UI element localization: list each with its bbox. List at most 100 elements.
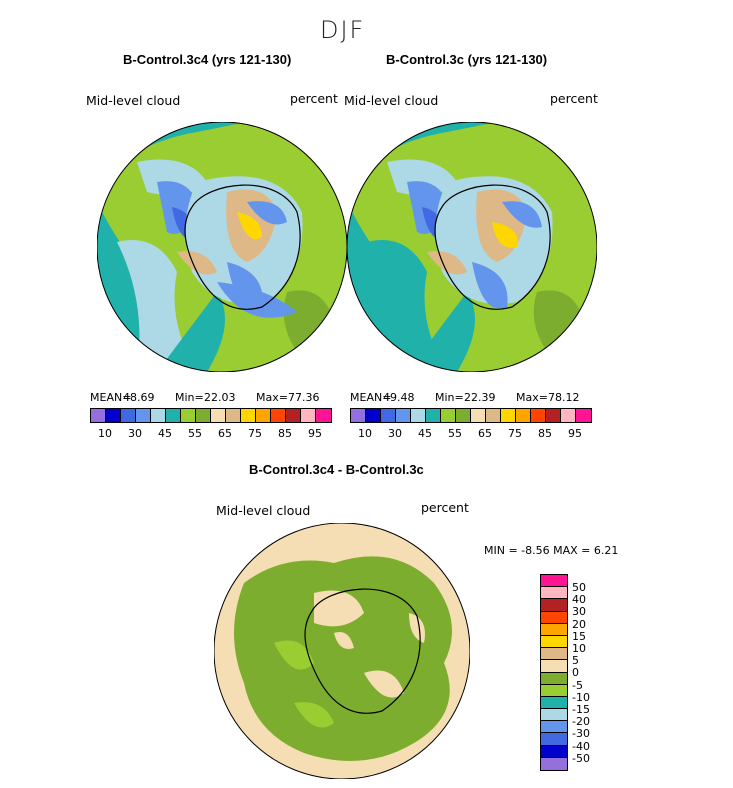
diff-colorbar-label: -15 bbox=[572, 703, 590, 716]
colorbar-swatch bbox=[301, 409, 316, 422]
panel1-max-value: 77.36 bbox=[288, 391, 320, 404]
colorbar-swatch bbox=[516, 409, 531, 422]
diff-colorbar-swatch bbox=[541, 587, 567, 600]
colorbar-swatch bbox=[286, 409, 301, 422]
diff-colorbar-label: 30 bbox=[572, 605, 586, 619]
colorbar-swatch bbox=[151, 409, 166, 422]
diff-colorbar-label: 0 bbox=[572, 666, 579, 680]
panel2-title: B-Control.3c (yrs 121-130) bbox=[386, 52, 548, 67]
colorbar-tick-label: 75 bbox=[508, 427, 522, 440]
colorbar-tick-label: 65 bbox=[478, 427, 492, 440]
diff-colorbar-label: -10 bbox=[572, 690, 590, 704]
diff-colorbar-swatch bbox=[541, 575, 567, 588]
diff-colorbar-swatch bbox=[541, 611, 567, 624]
panel2-units-label: percent bbox=[550, 91, 598, 106]
colorbar-swatch bbox=[396, 409, 411, 422]
colorbar-tick-label: 85 bbox=[538, 427, 552, 440]
colorbar-tick-label: 30 bbox=[128, 427, 142, 440]
colorbar-swatch bbox=[546, 409, 561, 422]
colorbar-tick-label: 10 bbox=[98, 427, 112, 440]
colorbar-tick-label: 75 bbox=[248, 427, 262, 440]
colorbar-swatch bbox=[211, 409, 226, 422]
diff-colorbar-swatch bbox=[541, 672, 567, 685]
diff-colorbar-label: 15 bbox=[572, 629, 586, 643]
colorbar-tick-label: 85 bbox=[278, 427, 292, 440]
panel1-max-label: Max= bbox=[256, 391, 288, 404]
diff-colorbar-label: 20 bbox=[572, 617, 586, 631]
colorbar-swatch bbox=[121, 409, 136, 422]
colorbar-swatch bbox=[226, 409, 241, 422]
colorbar-tick-label: 55 bbox=[448, 427, 462, 440]
diff-colorbar-label: 5 bbox=[572, 654, 579, 668]
colorbar-tick-label: 45 bbox=[418, 427, 432, 440]
colorbar-swatch bbox=[381, 409, 396, 422]
diff-colorbar-swatch bbox=[541, 660, 567, 673]
colorbar-tick-label: 10 bbox=[358, 427, 372, 440]
colorbar-swatch bbox=[241, 409, 256, 422]
colorbar-tick-label: 45 bbox=[158, 427, 172, 440]
diff-colorbar-label: 40 bbox=[572, 593, 586, 607]
diff-colorbar-swatch bbox=[541, 721, 567, 734]
panel2-max-value: 78.12 bbox=[548, 391, 580, 404]
diff-colorbar-label: -50 bbox=[572, 751, 590, 765]
panel3-minmax: MIN = -8.56 MAX = 6.21 bbox=[484, 544, 619, 557]
colorbar-swatch bbox=[531, 409, 546, 422]
colorbar-tick-label: 95 bbox=[308, 427, 322, 440]
panel3-units-label: percent bbox=[421, 500, 469, 515]
diff-colorbar-swatch bbox=[541, 623, 567, 636]
diff-colorbar-label: -20 bbox=[572, 715, 590, 729]
panel1-title: B-Control.3c4 (yrs 121-130) bbox=[123, 52, 292, 67]
diff-colorbar-swatch bbox=[541, 757, 567, 770]
diff-colorbar-label: -30 bbox=[572, 727, 590, 741]
colorbar-tick-label: 55 bbox=[188, 427, 202, 440]
colorbar-swatch bbox=[91, 409, 106, 422]
diff-colorbar-label: -5 bbox=[572, 678, 583, 692]
panel1-mean-label: MEAN= bbox=[90, 391, 132, 404]
diff-colorbar-swatch bbox=[541, 684, 567, 697]
panel2-min-value: 22.39 bbox=[464, 391, 496, 404]
panel2-max-label: Max= bbox=[516, 391, 548, 404]
panel1-units-label: percent bbox=[290, 91, 338, 106]
diff-colorbar-swatch bbox=[541, 733, 567, 746]
panel3-title: B-Control.3c4 - B-Control.3c bbox=[249, 462, 424, 477]
colorbar-swatch bbox=[441, 409, 456, 422]
colorbar-swatch bbox=[456, 409, 471, 422]
colorbar-swatch bbox=[366, 409, 381, 422]
panel1-variable-label: Mid-level cloud bbox=[86, 93, 181, 108]
colorbar-swatch bbox=[486, 409, 501, 422]
panel2-colorbar bbox=[350, 408, 592, 423]
diff-colorbar-swatch bbox=[541, 745, 567, 758]
colorbar-swatch bbox=[256, 409, 271, 422]
colorbar-swatch bbox=[316, 409, 331, 422]
colorbar-tick-label: 95 bbox=[568, 427, 582, 440]
panel1-colorbar bbox=[90, 408, 332, 423]
panel3-polar-map bbox=[214, 523, 470, 779]
diff-colorbar-swatch bbox=[541, 648, 567, 661]
colorbar-swatch bbox=[426, 409, 441, 422]
panel2-mean-label: MEAN= bbox=[350, 391, 392, 404]
colorbar-swatch bbox=[561, 409, 576, 422]
diff-colorbar-swatch bbox=[541, 709, 567, 722]
colorbar-swatch bbox=[136, 409, 151, 422]
panel2-mean-value: 49.48 bbox=[383, 391, 415, 404]
colorbar-swatch bbox=[351, 409, 366, 422]
colorbar-swatch bbox=[576, 409, 591, 422]
diff-colorbar-swatch bbox=[541, 696, 567, 710]
colorbar-swatch bbox=[501, 409, 516, 422]
panel1-polar-map bbox=[97, 122, 347, 372]
panel2-variable-label: Mid-level cloud bbox=[344, 93, 439, 108]
colorbar-tick-label: 65 bbox=[218, 427, 232, 440]
panel1-min-label: Min= bbox=[175, 391, 204, 404]
panel1-mean-value: 48.69 bbox=[123, 391, 155, 404]
diff-colorbar-label: -40 bbox=[572, 739, 590, 753]
colorbar-swatch bbox=[166, 409, 181, 422]
colorbar-swatch bbox=[181, 409, 196, 422]
panel1-min-value: 22.03 bbox=[204, 391, 236, 404]
season-title: DJF bbox=[320, 16, 366, 44]
diff-colorbar-swatch bbox=[541, 599, 567, 612]
colorbar-swatch bbox=[471, 409, 486, 422]
diff-colorbar-label: 50 bbox=[572, 581, 586, 594]
panel3-variable-label: Mid-level cloud bbox=[216, 503, 311, 518]
panel2-min-label: Min= bbox=[435, 391, 464, 404]
diff-colorbar-swatch bbox=[541, 635, 567, 649]
